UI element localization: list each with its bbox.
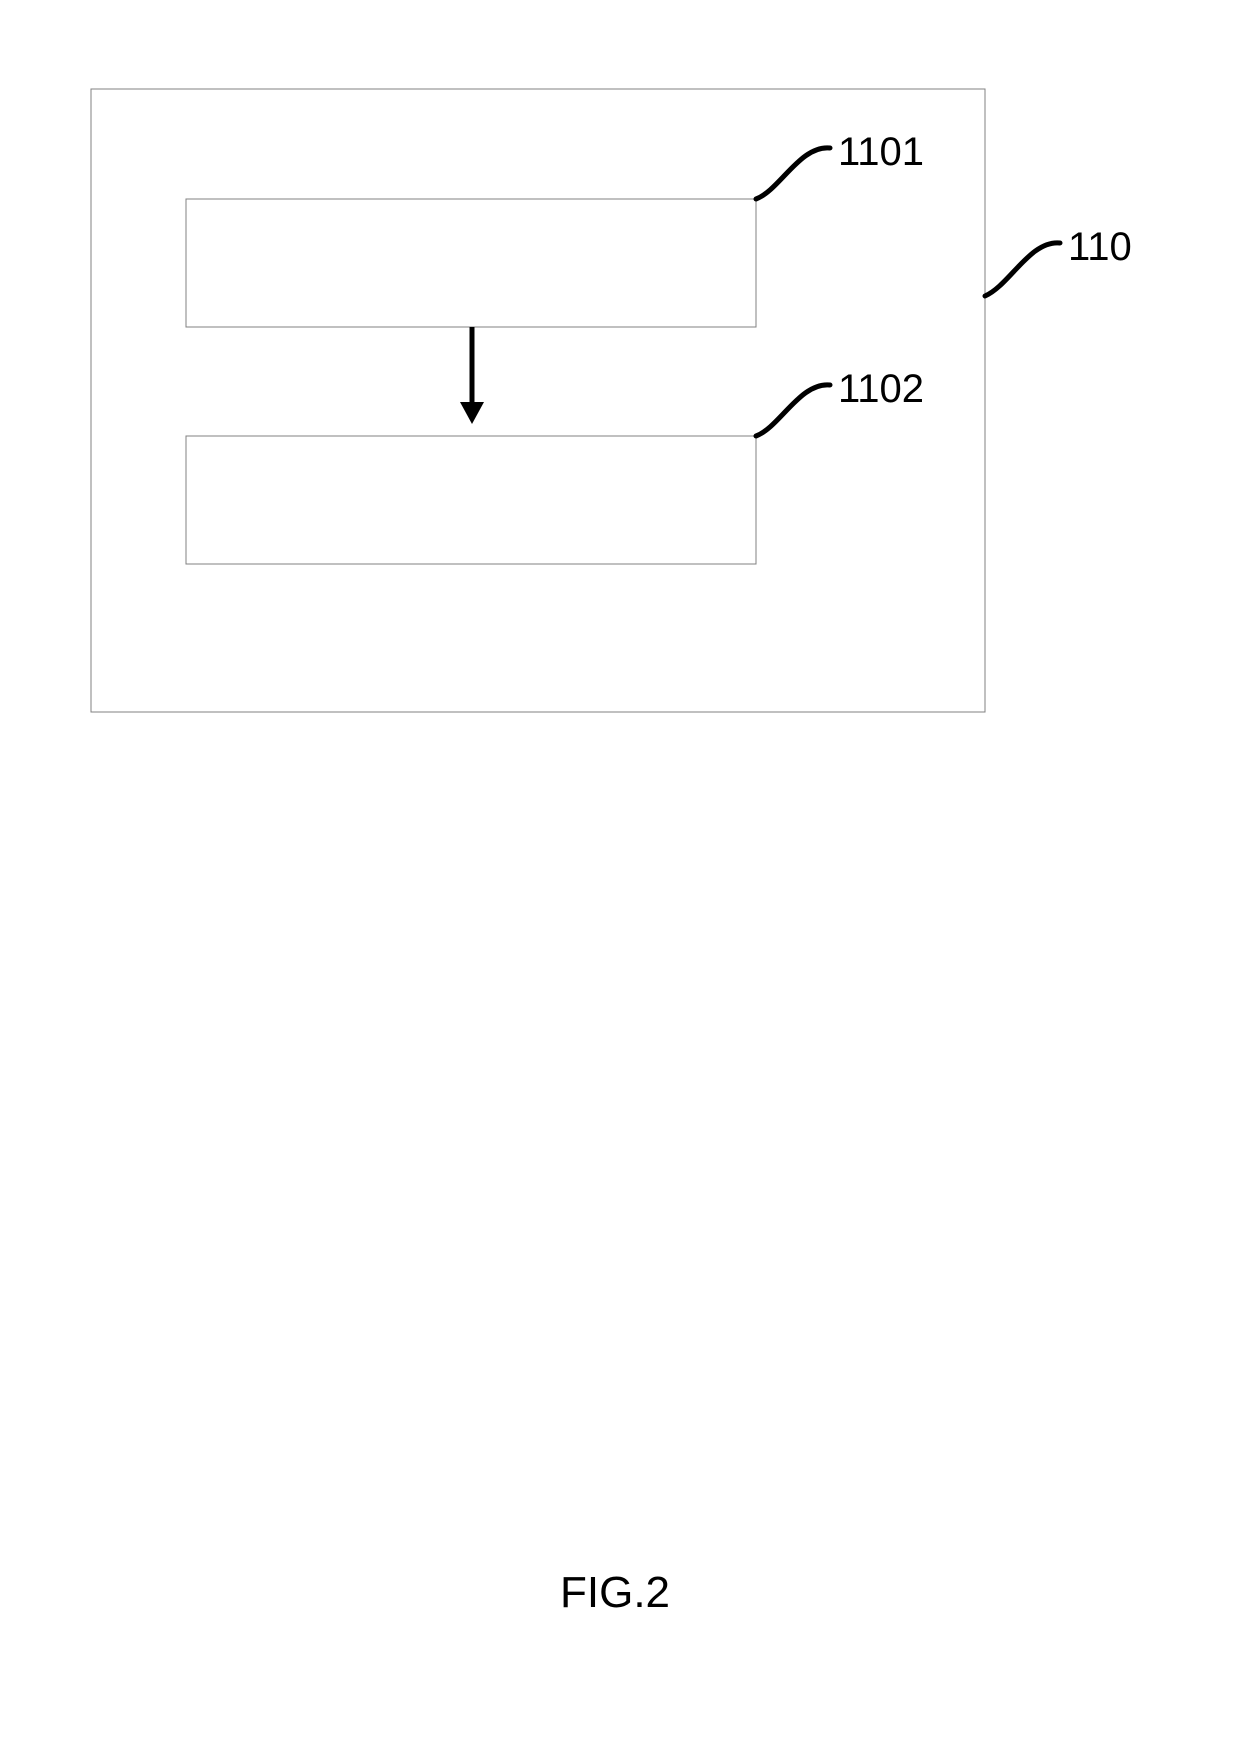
- leader-line-outer-box: [985, 243, 1060, 296]
- box-1101: [186, 199, 756, 327]
- leader-line-box-1101: [756, 148, 830, 199]
- leader-line-box-1102: [756, 385, 830, 436]
- reference-label-110: 110: [1068, 225, 1132, 270]
- reference-label-1101: 1101: [838, 130, 924, 175]
- figure-diagram: 1101 1102 110 FIG.2: [0, 0, 1240, 1758]
- diagram-svg: [0, 0, 1240, 1758]
- figure-caption: FIG.2: [560, 1568, 670, 1618]
- arrow-head: [460, 402, 484, 424]
- box-1102: [186, 436, 756, 564]
- reference-label-1102: 1102: [838, 367, 924, 412]
